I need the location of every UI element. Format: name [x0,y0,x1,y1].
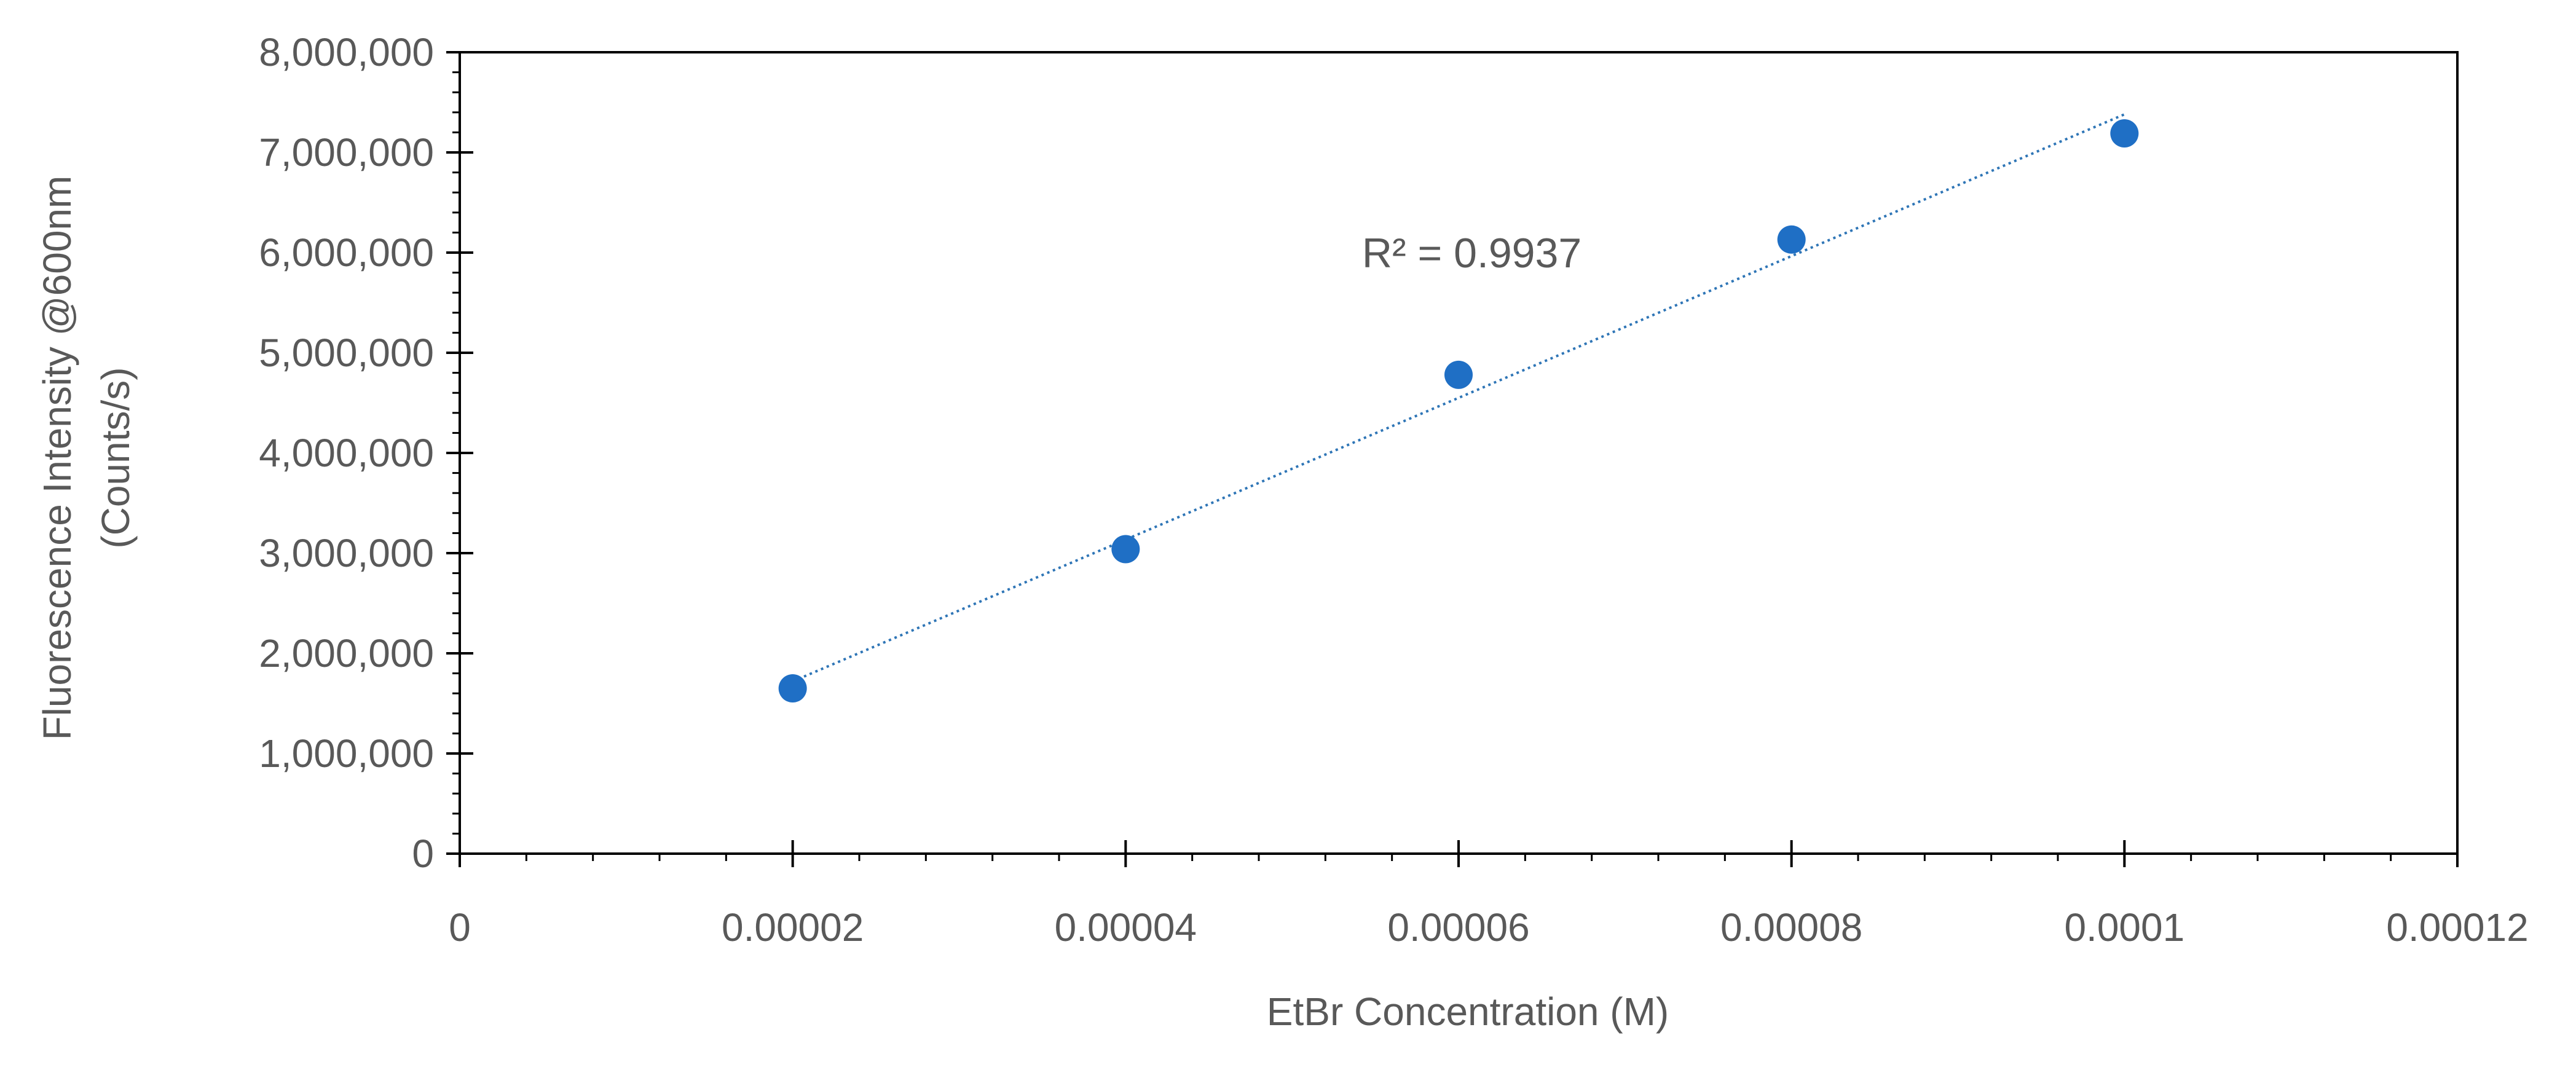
y-tick-label: 1,000,000 [259,731,434,776]
y-tick-label: 8,000,000 [259,30,434,74]
data-point [2110,119,2139,148]
y-axis-title-line-2: (Counts/s) [93,367,138,548]
y-tick-label: 6,000,000 [259,230,434,275]
y-tick-label: 3,000,000 [259,531,434,575]
y-tick-label: 0 [412,832,434,876]
r-squared-annotation: R² = 0.9937 [1362,230,1581,277]
x-tick-label: 0.00004 [1055,905,1197,950]
x-tick-label: 0 [449,905,471,950]
plot-frame [459,51,2459,855]
y-tick-label: 4,000,000 [259,431,434,475]
data-point [1444,360,1473,389]
y-tick-label: 2,000,000 [259,631,434,675]
linear-trendline [792,113,2125,683]
y-axis-title-line-1: Fluorescence Intensity @600nm [35,176,79,741]
data-point [1777,225,1806,254]
y-tick-label: 5,000,000 [259,331,434,375]
x-tick-label: 0.00008 [1720,905,1862,950]
x-tick-label: 0.00006 [1387,905,1529,950]
y-tick-label: 7,000,000 [259,130,434,175]
data-point [1111,535,1140,564]
x-tick-label: 0.0001 [2064,905,2184,950]
x-axis-title: EtBr Concentration (M) [1267,989,1669,1034]
x-tick-label: 0.00002 [722,905,864,950]
data-point [778,674,807,703]
x-tick-label: 0.00012 [2386,905,2528,950]
